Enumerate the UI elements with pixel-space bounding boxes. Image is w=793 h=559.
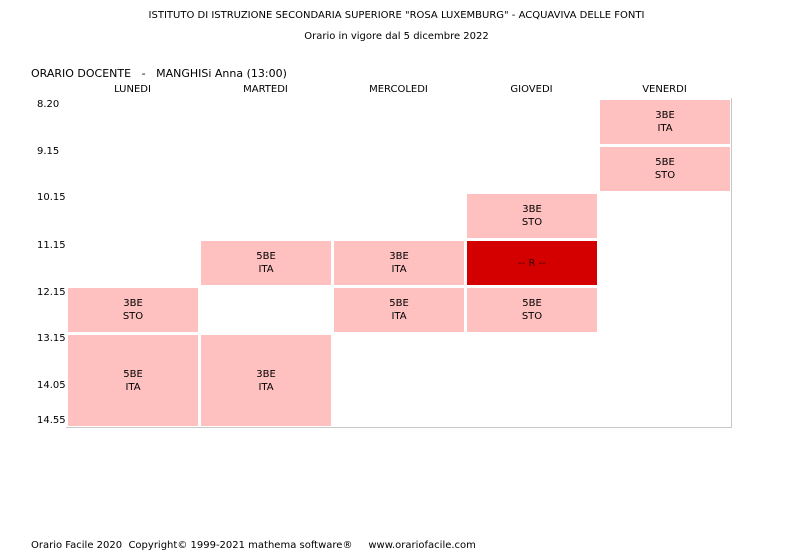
lesson-class: 3BE bbox=[123, 298, 143, 309]
lesson-subject: STO bbox=[521, 217, 543, 228]
teacher-hours: (13:00) bbox=[246, 67, 287, 80]
lesson-cell: 5BE ITA bbox=[201, 241, 331, 285]
footer-copyright: Copyright© 1999-2021 mathema software® bbox=[128, 540, 353, 551]
teacher-heading: ORARIO DOCENTE - MANGHISi Anna (13:00) bbox=[31, 67, 287, 80]
footer-website[interactable]: www.orariofacile.com bbox=[368, 540, 476, 551]
lesson-class: 5BE bbox=[389, 298, 409, 309]
lesson-cell: 5BE STO bbox=[467, 288, 597, 332]
timetable-cell bbox=[199, 286, 333, 334]
teacher-label: ORARIO DOCENTE bbox=[31, 67, 132, 80]
lesson-cell: 3BE ITA bbox=[201, 335, 331, 426]
time-label: 11.15 bbox=[37, 240, 66, 251]
time-label: 14.05 bbox=[37, 380, 66, 391]
lesson-class: 5BE bbox=[256, 251, 276, 262]
timetable-cell bbox=[199, 145, 333, 193]
time-label: 12.15 bbox=[37, 287, 66, 298]
time-label: 9.15 bbox=[37, 146, 60, 157]
lesson-class: -- R -- bbox=[518, 257, 546, 269]
school-title: ISTITUTO DI ISTRUZIONE SECONDARIA SUPERI… bbox=[148, 10, 645, 21]
timetable-cell bbox=[66, 239, 200, 287]
timetable-cell bbox=[66, 98, 200, 146]
day-header-thursday: GIOVEDI bbox=[510, 84, 553, 95]
lesson-cell: 5BE ITA bbox=[334, 288, 464, 332]
day-header-monday: LUNEDI bbox=[114, 84, 151, 95]
lesson-cell: 3BE ITA bbox=[334, 241, 464, 285]
lesson-cell: 3BE STO bbox=[68, 288, 198, 332]
timetable-cell bbox=[332, 380, 466, 428]
time-label: 8.20 bbox=[37, 99, 60, 110]
teacher-separator: - bbox=[141, 67, 146, 80]
timetable-cell bbox=[332, 333, 466, 381]
timetable-cell bbox=[598, 239, 732, 287]
timetable-cell bbox=[199, 192, 333, 240]
time-label: 14.55 bbox=[37, 415, 66, 426]
free-hour-cell: -- R -- bbox=[467, 241, 597, 285]
lesson-subject: ITA bbox=[657, 123, 673, 134]
timetable-cell bbox=[598, 333, 732, 381]
teacher-name: MANGHISi Anna bbox=[156, 67, 244, 80]
timetable-cell bbox=[465, 98, 599, 146]
lesson-cell: 5BE ITA bbox=[68, 335, 198, 426]
lesson-class: 5BE bbox=[123, 368, 143, 380]
lesson-subject: ITA bbox=[391, 311, 407, 322]
timetable-cell bbox=[332, 192, 466, 240]
footer: Orario Facile 2020 Copyright© 1999-2021 … bbox=[31, 540, 476, 551]
day-header-tuesday: MARTEDI bbox=[243, 84, 288, 95]
timetable-cell bbox=[465, 145, 599, 193]
lesson-subject: ITA bbox=[391, 264, 407, 275]
lesson-class: 3BE bbox=[389, 251, 409, 262]
day-header-wednesday: MERCOLEDI bbox=[369, 84, 428, 95]
footer-product: Orario Facile 2020 bbox=[31, 540, 123, 551]
timetable-cell bbox=[332, 98, 466, 146]
lesson-subject: ITA bbox=[125, 381, 141, 393]
timetable-cell bbox=[465, 333, 599, 381]
time-label: 13.15 bbox=[37, 333, 66, 344]
timetable-cell bbox=[199, 98, 333, 146]
lesson-subject: STO bbox=[654, 170, 676, 181]
lesson-cell: 5BE STO bbox=[600, 147, 730, 191]
lesson-class: 5BE bbox=[655, 157, 675, 168]
timetable-cell bbox=[598, 380, 732, 428]
lesson-class: 3BE bbox=[256, 368, 276, 380]
timetable-cell bbox=[66, 145, 200, 193]
time-label: 10.15 bbox=[37, 192, 66, 203]
validity-date: Orario in vigore dal 5 dicembre 2022 bbox=[304, 31, 489, 42]
lesson-class: 3BE bbox=[522, 204, 542, 215]
timetable-cell bbox=[598, 286, 732, 334]
lesson-class: 3BE bbox=[655, 110, 675, 121]
day-header-friday: VENERDI bbox=[642, 84, 687, 95]
timetable-cell bbox=[598, 192, 732, 240]
lesson-cell: 3BE ITA bbox=[600, 100, 730, 144]
timetable-cell bbox=[66, 192, 200, 240]
lesson-class: 5BE bbox=[522, 298, 542, 309]
lesson-subject: ITA bbox=[258, 264, 274, 275]
lesson-subject: STO bbox=[122, 311, 144, 322]
timetable-cell bbox=[465, 380, 599, 428]
lesson-subject: ITA bbox=[258, 381, 274, 393]
timetable-cell bbox=[332, 145, 466, 193]
lesson-subject: STO bbox=[521, 311, 543, 322]
timetable-grid: 3BE ITA 5BE STO 3BE STO 5BE ITA 3BE ITA -- R -- 3BE… bbox=[66, 98, 732, 428]
lesson-cell: 3BE STO bbox=[467, 194, 597, 238]
